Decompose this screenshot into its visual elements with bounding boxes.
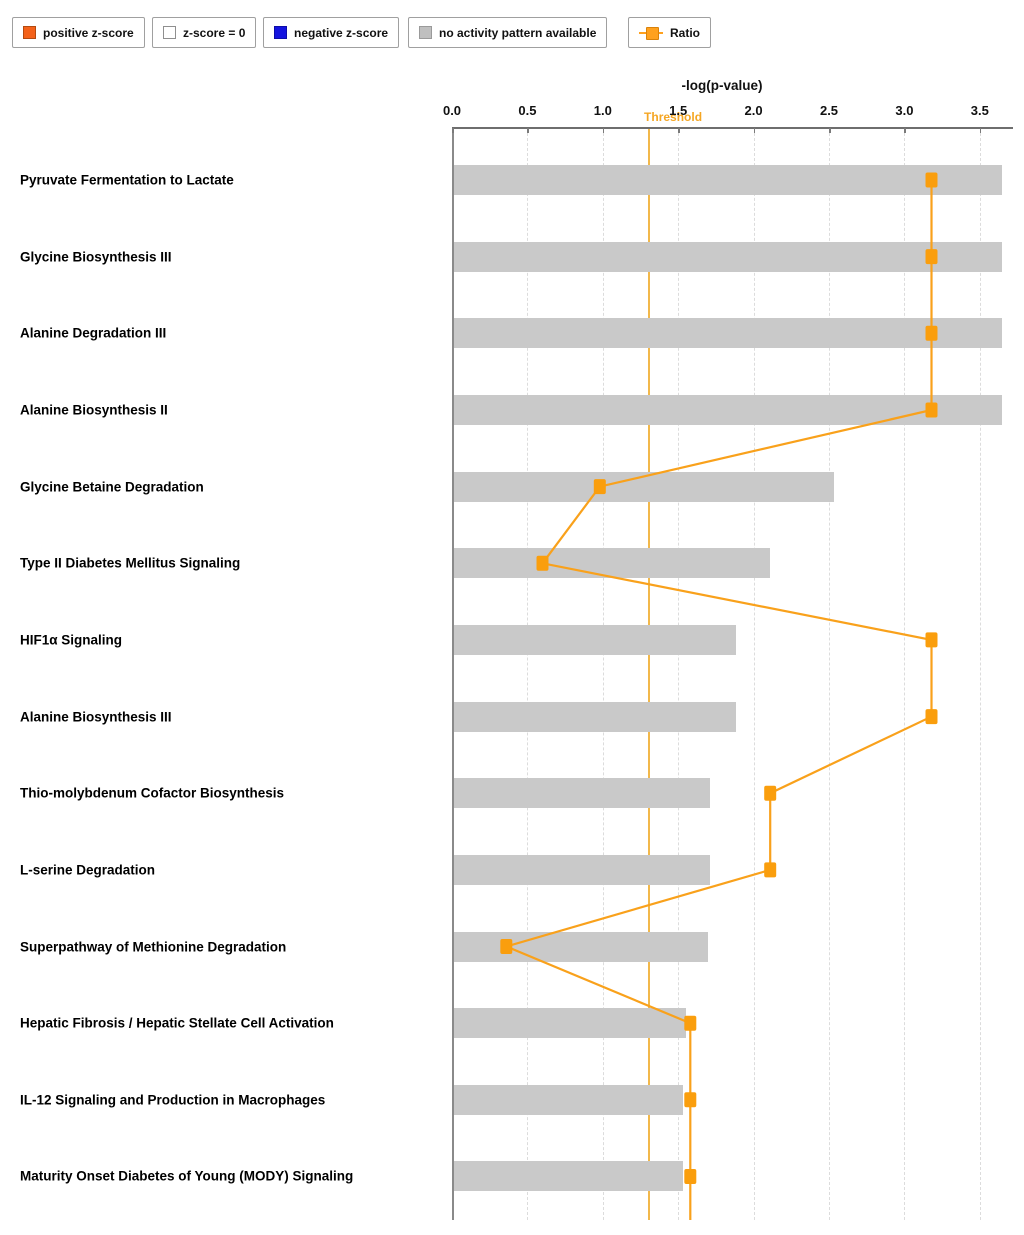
x-tick-label: 3.0 bbox=[895, 103, 914, 118]
zero-z-score-swatch-icon bbox=[163, 26, 176, 39]
threshold-line bbox=[648, 128, 650, 1220]
x-tick-mark bbox=[527, 128, 529, 133]
pvalue-bar[interactable] bbox=[452, 548, 771, 579]
x-tick-mark bbox=[829, 128, 831, 133]
x-tick-mark bbox=[979, 128, 982, 133]
ratio-line bbox=[502, 180, 933, 1220]
legend-item-ratio-line-marker: Ratio bbox=[628, 17, 711, 48]
pathway-label[interactable]: Maturity Onset Diabetes of Young (MODY) … bbox=[20, 1168, 354, 1184]
legend-item-no-activity-swatch: no activity pattern available bbox=[408, 17, 608, 48]
legend-item-positive-z-score-swatch: positive z-score bbox=[12, 17, 145, 48]
pathway-label[interactable]: Pyruvate Fermentation to Lactate bbox=[20, 172, 234, 188]
pvalue-bar[interactable] bbox=[452, 394, 1003, 425]
pvalue-bar[interactable] bbox=[452, 701, 736, 732]
legend-label: Ratio bbox=[670, 25, 700, 40]
pvalue-bar[interactable] bbox=[452, 1008, 686, 1039]
x-tick-label: 1.0 bbox=[593, 103, 612, 118]
x-tick-mark bbox=[452, 128, 454, 133]
x-tick-mark bbox=[678, 128, 680, 133]
legend-label: no activity pattern available bbox=[439, 25, 597, 40]
pvalue-bar[interactable] bbox=[452, 1161, 683, 1192]
ratio-marker[interactable] bbox=[684, 1092, 697, 1108]
y-axis-line bbox=[452, 128, 454, 1220]
x-tick-label: 2.0 bbox=[744, 103, 763, 118]
pvalue-bar[interactable] bbox=[452, 241, 1003, 272]
pathway-label[interactable]: Alanine Degradation III bbox=[20, 325, 167, 341]
pathway-label[interactable]: Alanine Biosynthesis III bbox=[20, 709, 172, 725]
ratio-marker[interactable] bbox=[684, 1169, 697, 1184]
ratio-marker[interactable] bbox=[925, 172, 938, 188]
x-axis-title: -log(p-value) bbox=[681, 78, 763, 93]
ratio-marker[interactable] bbox=[764, 785, 777, 801]
gridline bbox=[753, 128, 755, 1220]
pathway-label[interactable]: Alanine Biosynthesis II bbox=[20, 402, 168, 418]
negative-z-score-swatch-icon bbox=[274, 26, 287, 39]
pvalue-bar[interactable] bbox=[452, 624, 736, 655]
gridline bbox=[829, 128, 830, 1220]
threshold-label: Threshold bbox=[644, 110, 703, 124]
x-tick-mark bbox=[753, 128, 756, 133]
legend-label: z-score = 0 bbox=[183, 25, 246, 40]
pathway-label[interactable]: Glycine Biosynthesis III bbox=[20, 249, 172, 265]
gridline bbox=[979, 128, 981, 1220]
legend-item-zero-z-score-swatch: z-score = 0 bbox=[152, 17, 257, 48]
ratio-marker[interactable] bbox=[684, 1015, 697, 1031]
pvalue-bar[interactable] bbox=[452, 854, 710, 885]
x-tick-mark bbox=[904, 128, 906, 133]
x-tick-label: 0.0 bbox=[442, 103, 462, 118]
legend-label: positive z-score bbox=[43, 25, 134, 40]
pvalue-bar[interactable] bbox=[452, 931, 709, 962]
pvalue-bar[interactable] bbox=[452, 778, 710, 809]
pvalue-bar[interactable] bbox=[452, 1084, 683, 1115]
pathway-label[interactable]: L-serine Degradation bbox=[20, 862, 156, 878]
legend-item-negative-z-score-swatch: negative z-score bbox=[263, 17, 400, 48]
x-tick-label: 1.5 bbox=[669, 103, 688, 118]
ratio-marker[interactable] bbox=[925, 249, 938, 265]
pathway-label[interactable]: Thio-molybdenum Cofactor Biosynthesis bbox=[20, 785, 285, 801]
x-axis-line bbox=[452, 127, 1013, 129]
ratio-marker[interactable] bbox=[925, 402, 938, 418]
positive-z-score-swatch-icon bbox=[23, 26, 36, 39]
gridline bbox=[527, 128, 529, 1220]
pathway-label[interactable]: HIF1α Signaling bbox=[20, 632, 123, 648]
ratio-marker[interactable] bbox=[500, 939, 513, 954]
ratio-marker[interactable] bbox=[764, 862, 777, 878]
pathway-label[interactable]: Hepatic Fibrosis / Hepatic Stellate Cell… bbox=[20, 1015, 334, 1031]
pathway-label[interactable]: Superpathway of Methionine Degradation bbox=[20, 939, 287, 954]
pathway-label[interactable]: Type II Diabetes Mellitus Signaling bbox=[20, 555, 241, 571]
ratio-marker[interactable] bbox=[925, 632, 938, 648]
pathway-label[interactable]: Glycine Betaine Degradation bbox=[20, 479, 204, 495]
ratio-marker[interactable] bbox=[925, 325, 938, 341]
legend-label: negative z-score bbox=[294, 25, 389, 40]
no-activity-swatch-icon bbox=[419, 26, 432, 39]
x-tick-label: 2.5 bbox=[819, 103, 839, 118]
x-tick-label: 3.5 bbox=[970, 103, 989, 118]
gridline bbox=[602, 128, 604, 1220]
ratio-marker[interactable] bbox=[925, 709, 938, 725]
ratio-marker[interactable] bbox=[536, 555, 549, 571]
gridline bbox=[904, 128, 906, 1220]
pathway-label[interactable]: IL-12 Signaling and Production in Macrop… bbox=[20, 1092, 326, 1108]
gridline bbox=[678, 128, 680, 1220]
ratio-line-marker-icon bbox=[639, 26, 663, 40]
ratio-marker[interactable] bbox=[593, 479, 606, 495]
x-tick-label: 0.5 bbox=[518, 103, 537, 118]
pvalue-bar[interactable] bbox=[452, 318, 1003, 349]
x-tick-mark bbox=[602, 128, 605, 133]
pvalue-bar[interactable] bbox=[452, 165, 1003, 195]
